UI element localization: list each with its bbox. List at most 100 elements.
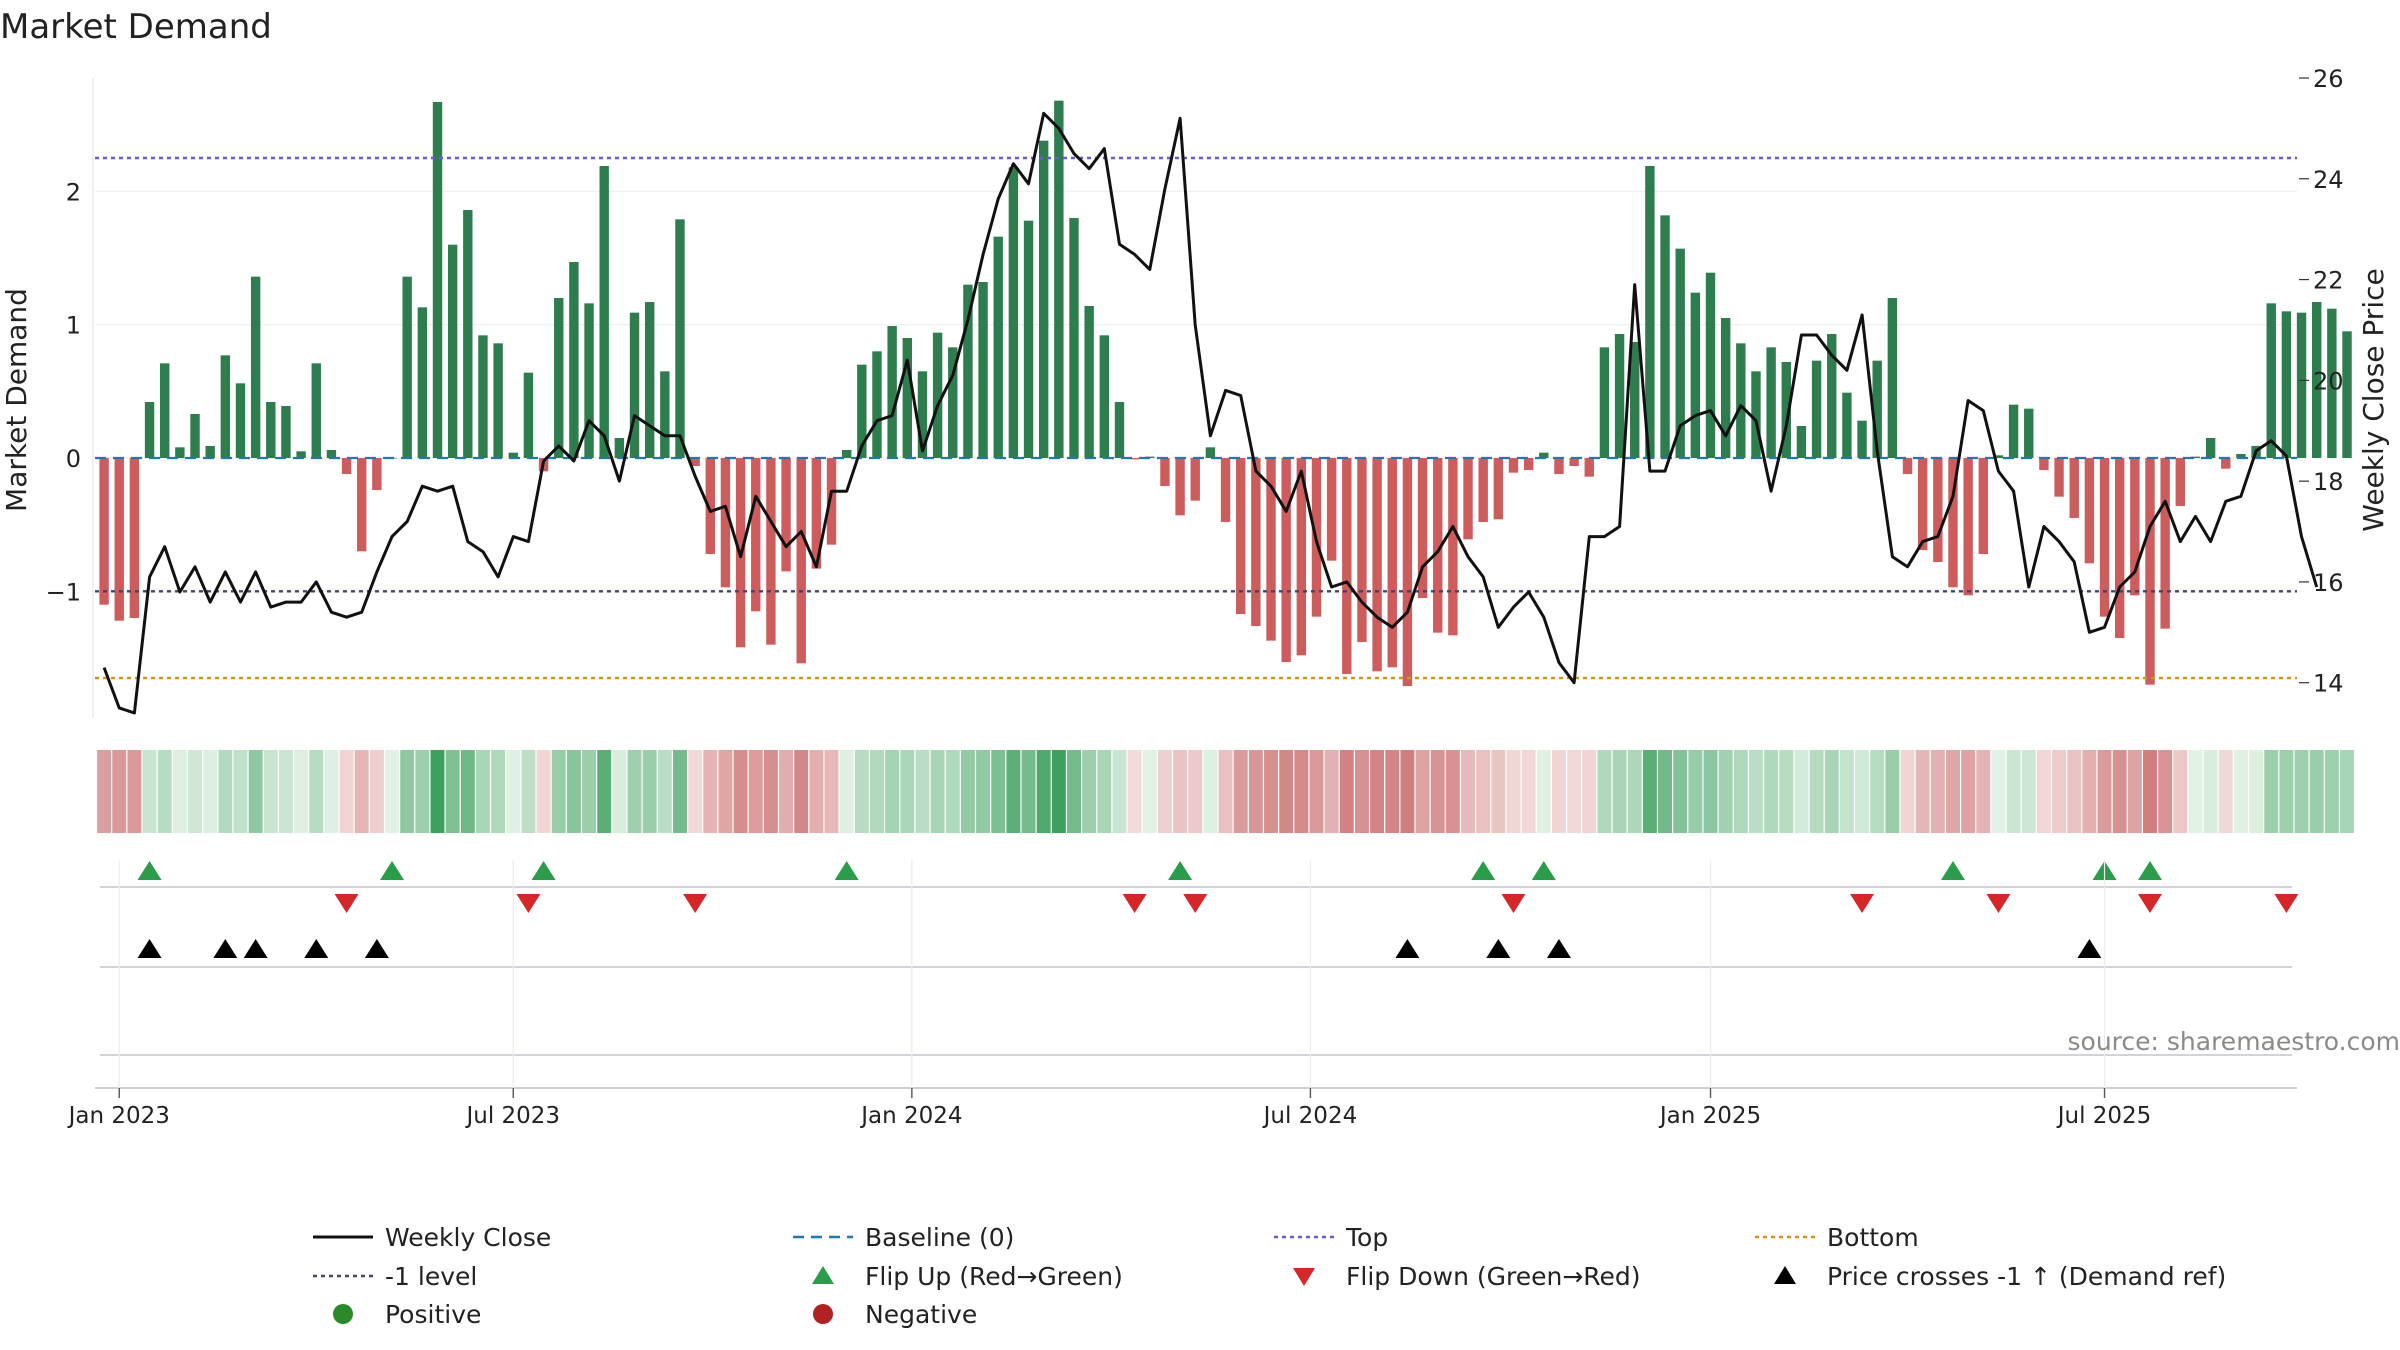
demand-bar bbox=[1433, 458, 1443, 633]
flip-down-marker bbox=[1501, 894, 1526, 913]
flip-down-marker bbox=[516, 894, 541, 913]
demand-bar bbox=[1963, 458, 1973, 596]
strip-cell bbox=[1051, 750, 1066, 833]
demand-bar bbox=[2024, 408, 2034, 458]
strip-cell bbox=[2036, 750, 2051, 833]
strip-cell bbox=[1354, 750, 1369, 833]
strip-cell bbox=[1536, 750, 1551, 833]
strip-cell bbox=[400, 750, 415, 833]
strip-cell bbox=[1824, 750, 1839, 833]
legend-item: Positive bbox=[333, 1300, 481, 1329]
price-cross-marker bbox=[243, 939, 268, 958]
x-tick-label: Jan 2024 bbox=[859, 1103, 962, 1129]
strip-cell bbox=[1900, 750, 1915, 833]
demand-bar bbox=[1781, 362, 1791, 458]
price-cross-marker bbox=[213, 939, 238, 958]
strip-cell bbox=[142, 750, 157, 833]
demand-bar bbox=[1448, 458, 1458, 636]
strip-cell bbox=[2264, 750, 2279, 833]
demand-bar bbox=[1326, 458, 1337, 561]
strip-cell bbox=[278, 750, 293, 833]
strip-cell bbox=[2324, 750, 2339, 833]
demand-bar bbox=[2054, 458, 2064, 497]
demand-bar bbox=[1054, 100, 1064, 459]
demand-bar bbox=[766, 458, 776, 645]
strip-cell bbox=[188, 750, 202, 833]
strip-cell bbox=[112, 750, 127, 833]
right-tick-label: 24 bbox=[2313, 166, 2344, 194]
demand-bar bbox=[2221, 458, 2231, 469]
demand-bar bbox=[1902, 458, 1913, 474]
strip-cell bbox=[672, 750, 687, 833]
strip-cell bbox=[2127, 750, 2142, 833]
strip-cell bbox=[248, 750, 263, 833]
flip-down-marker bbox=[1183, 894, 1208, 913]
legend-label: Bottom bbox=[1827, 1223, 1919, 1252]
strip-cell bbox=[1612, 750, 1627, 833]
strip-cell bbox=[2233, 750, 2248, 833]
demand-bar bbox=[1993, 455, 2004, 458]
right-tick-label: 18 bbox=[2313, 468, 2344, 496]
strip-cell bbox=[354, 750, 369, 833]
demand-bar bbox=[1266, 458, 1276, 641]
demand-bar bbox=[1069, 218, 1079, 458]
strip-cell bbox=[233, 750, 248, 833]
demand-bar bbox=[1508, 458, 1519, 473]
demand-bar bbox=[1099, 335, 1110, 458]
strip-cell bbox=[218, 750, 233, 833]
strip-cell bbox=[1142, 750, 1157, 833]
strip-cell bbox=[1642, 750, 1657, 833]
strip-cell bbox=[976, 750, 991, 833]
right-axis-label: Weekly Close Price bbox=[2357, 268, 2390, 531]
event-markers bbox=[100, 861, 2299, 1056]
strip-cell bbox=[1294, 750, 1309, 833]
demand-bar bbox=[569, 262, 579, 458]
legend-label: Flip Up (Red→Green) bbox=[865, 1262, 1123, 1291]
flip-up-marker bbox=[2137, 861, 2162, 880]
demand-bar bbox=[341, 458, 352, 474]
demand-bar bbox=[1160, 458, 1170, 486]
strip-cell bbox=[703, 750, 718, 833]
strip-cell bbox=[1082, 750, 1097, 833]
strip-cell bbox=[157, 750, 172, 833]
strip-cell bbox=[1839, 750, 1854, 833]
strip-cell bbox=[2158, 750, 2173, 833]
strip-cell bbox=[2021, 750, 2036, 833]
flip-down-marker bbox=[1986, 894, 2011, 913]
chart-title: Market Demand bbox=[0, 7, 272, 47]
x-tick-label: Jan 2025 bbox=[1658, 1103, 1761, 1129]
strip-cell bbox=[733, 750, 748, 833]
demand-bar bbox=[614, 438, 625, 458]
demand-bar bbox=[326, 450, 337, 458]
strip-cell bbox=[294, 750, 309, 833]
demand-bar bbox=[1084, 306, 1094, 458]
strip-cell bbox=[385, 750, 400, 833]
strip-cell bbox=[1203, 750, 1218, 833]
demand-bar bbox=[129, 458, 140, 618]
demand-bar bbox=[114, 458, 124, 621]
demand-bar bbox=[281, 406, 291, 458]
demand-bar bbox=[1417, 458, 1428, 598]
flip-up-marker bbox=[1168, 861, 1193, 880]
demand-bar bbox=[1008, 167, 1019, 459]
demand-bar bbox=[751, 458, 761, 612]
strip-cell bbox=[1688, 750, 1703, 833]
strip-cell bbox=[915, 750, 930, 833]
strip-cell bbox=[2082, 750, 2097, 833]
right-tick-label: 22 bbox=[2313, 267, 2344, 295]
legend-item: -1 level bbox=[313, 1262, 477, 1291]
flip-down-marker bbox=[1122, 894, 1147, 913]
demand-bar bbox=[1796, 426, 1807, 458]
left-tick-label: 1 bbox=[66, 312, 81, 340]
demand-bar bbox=[978, 282, 988, 458]
legend-up-triangle-swatch bbox=[1774, 1266, 1796, 1284]
strip-cell bbox=[1627, 750, 1642, 833]
strip-cell bbox=[1870, 750, 1885, 833]
demand-bar bbox=[2205, 438, 2216, 458]
demand-bar bbox=[1402, 458, 1413, 686]
left-tick-label: 0 bbox=[66, 445, 81, 473]
strip-cell bbox=[1036, 750, 1051, 833]
demand-bar bbox=[1478, 458, 1488, 522]
strip-cell bbox=[324, 750, 339, 833]
demand-bar bbox=[1978, 458, 1988, 554]
